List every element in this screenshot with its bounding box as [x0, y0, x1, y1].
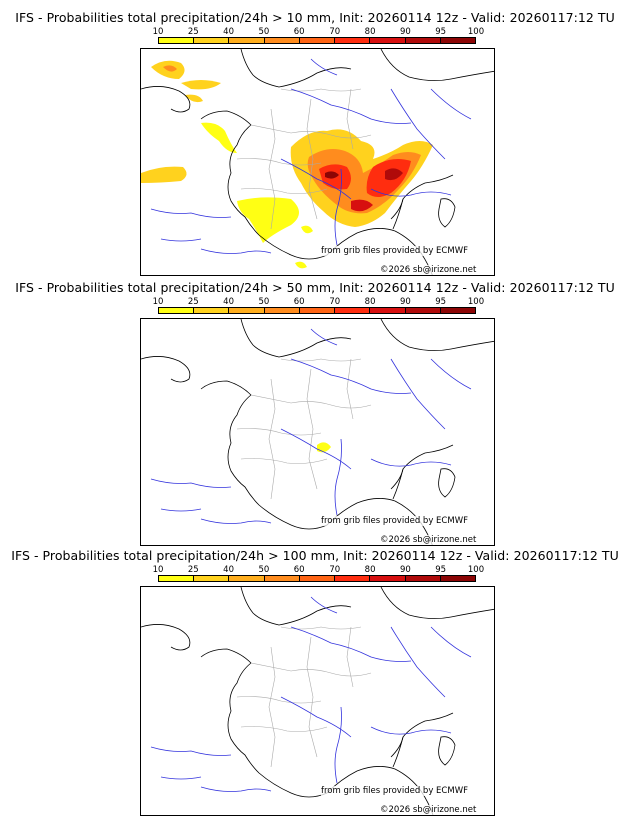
colorbar-swatch	[229, 308, 265, 313]
colorbar-swatch	[440, 38, 475, 43]
colorbar-ticks: 10 25 40 50 60 70 80 90 95 100	[153, 297, 485, 307]
colorbar	[158, 307, 476, 314]
colorbar-tick: 40	[223, 565, 235, 575]
colorbar-tick: 60	[293, 27, 305, 37]
colorbar-tick: 95	[435, 297, 447, 307]
panel-title: IFS - Probabilities total precipitation/…	[15, 280, 615, 295]
map-graphic	[141, 319, 494, 545]
colorbar-tick: 25	[187, 565, 199, 575]
copyright-text: ©2026 sb@irizone.net	[380, 535, 477, 545]
colorbar-swatch	[335, 38, 371, 43]
source-credit: from grib files provided by ECMWF	[321, 246, 468, 256]
colorbar-tick: 100	[467, 297, 485, 307]
colorbar-swatch	[370, 576, 406, 581]
colorbar-tick: 10	[152, 27, 164, 37]
colorbar-tick: 95	[435, 565, 447, 575]
colorbar-swatch	[194, 576, 230, 581]
colorbar-swatch	[440, 308, 475, 313]
colorbar-swatch	[194, 38, 230, 43]
colorbar-tick: 40	[223, 27, 235, 37]
colorbar-swatch	[335, 308, 371, 313]
colorbar-tick: 25	[187, 297, 199, 307]
colorbar-swatch	[370, 308, 406, 313]
colorbar-swatch	[405, 38, 441, 43]
colorbar-swatch	[299, 38, 336, 43]
colorbar-swatch	[264, 576, 300, 581]
colorbar-swatch	[229, 576, 265, 581]
colorbar-swatch	[370, 38, 406, 43]
colorbar-tick: 50	[258, 565, 270, 575]
source-credit: from grib files provided by ECMWF	[321, 786, 468, 796]
colorbar	[158, 37, 476, 44]
colorbar-swatch	[405, 576, 441, 581]
colorbar-swatch	[159, 308, 195, 313]
colorbar-tick: 80	[364, 297, 376, 307]
colorbar-swatch	[229, 38, 265, 43]
rivers	[150, 58, 472, 254]
colorbar-tick: 60	[293, 565, 305, 575]
colorbar-tick: 50	[258, 297, 270, 307]
colorbar-swatch	[299, 576, 336, 581]
colorbar-tick: 60	[293, 297, 305, 307]
colorbar-ticks: 10 25 40 50 60 70 80 90 95 100	[153, 565, 485, 575]
colorbar-tick: 10	[152, 565, 164, 575]
colorbar-tick: 90	[399, 565, 411, 575]
colorbar-tick: 90	[399, 297, 411, 307]
coastlines-borders	[141, 587, 494, 815]
colorbar-swatch	[405, 308, 441, 313]
map-panel-10mm: IFS - Probabilities total precipitation/…	[0, 10, 630, 280]
probability-map: from grib files provided by ECMWF ©2026 …	[140, 318, 495, 546]
colorbar-tick: 70	[329, 27, 341, 37]
coastlines-borders	[141, 319, 494, 545]
colorbar	[158, 575, 476, 582]
copyright-text: ©2026 sb@irizone.net	[380, 805, 477, 815]
coastlines-borders	[141, 49, 494, 275]
colorbar-tick: 70	[329, 297, 341, 307]
probability-map: from grib files provided by ECMWF ©2026 …	[140, 586, 495, 816]
colorbar-tick: 90	[399, 27, 411, 37]
colorbar-tick: 100	[467, 565, 485, 575]
map-graphic	[141, 587, 494, 815]
probability-map: from grib files provided by ECMWF ©2026 …	[140, 48, 495, 276]
panel-title: IFS - Probabilities total precipitation/…	[11, 548, 619, 563]
source-credit: from grib files provided by ECMWF	[321, 516, 468, 526]
colorbar-swatch	[440, 576, 475, 581]
rivers	[150, 328, 472, 524]
colorbar-tick: 80	[364, 565, 376, 575]
rivers	[150, 596, 472, 792]
colorbar-swatch	[264, 38, 300, 43]
admin-boundaries	[236, 88, 372, 230]
panel-title: IFS - Probabilities total precipitation/…	[15, 10, 615, 25]
colorbar-tick: 70	[329, 565, 341, 575]
colorbar-tick: 40	[223, 297, 235, 307]
copyright-text: ©2026 sb@irizone.net	[380, 265, 477, 275]
map-panel-100mm: IFS - Probabilities total precipitation/…	[0, 548, 630, 823]
map-graphic	[141, 49, 494, 275]
colorbar-swatch	[264, 308, 300, 313]
admin-boundaries	[236, 626, 372, 768]
colorbar-tick: 25	[187, 27, 199, 37]
colorbar-swatch	[194, 308, 230, 313]
colorbar-tick: 100	[467, 27, 485, 37]
admin-boundaries	[236, 358, 372, 500]
colorbar-tick: 50	[258, 27, 270, 37]
colorbar-tick: 80	[364, 27, 376, 37]
colorbar-tick: 10	[152, 297, 164, 307]
colorbar-swatch	[159, 576, 195, 581]
precip-probability-shading	[317, 442, 331, 453]
map-panel-50mm: IFS - Probabilities total precipitation/…	[0, 280, 630, 550]
precip-probability-shading	[141, 60, 433, 269]
colorbar-swatch	[299, 308, 336, 313]
colorbar-tick: 95	[435, 27, 447, 37]
colorbar-swatch	[335, 576, 371, 581]
colorbar-ticks: 10 25 40 50 60 70 80 90 95 100	[153, 27, 485, 37]
colorbar-swatch	[159, 38, 195, 43]
